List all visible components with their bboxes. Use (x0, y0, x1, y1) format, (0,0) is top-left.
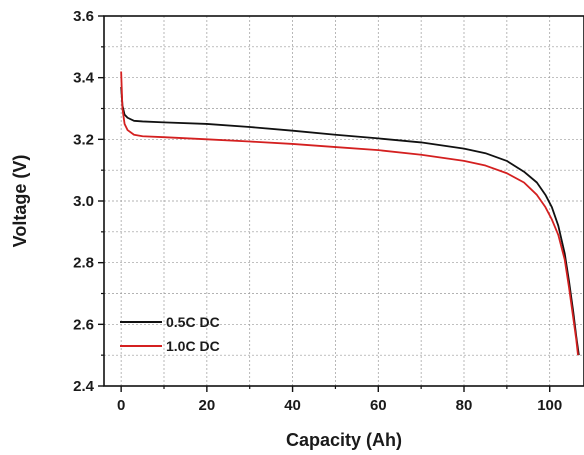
legend-label: 1.0C DC (166, 338, 220, 354)
legend: 0.5C DC 1.0C DC (120, 314, 220, 354)
y-axis-title: Voltage (V) (10, 155, 30, 248)
series-line-one-c (120, 71, 579, 356)
x-tick-label: 100 (537, 397, 562, 414)
x-tick-label: 20 (199, 397, 216, 414)
axis-ticks (98, 15, 551, 392)
x-tick-label: 40 (284, 397, 301, 414)
legend-label: 0.5C DC (166, 314, 220, 330)
x-tick-label: 80 (456, 397, 473, 414)
y-tick-label: 3.6 (73, 8, 94, 25)
y-tick-label: 3.4 (73, 70, 95, 87)
y-tick-label: 3.0 (73, 193, 94, 210)
x-tick-label: 60 (370, 397, 387, 414)
y-tick-label: 2.4 (73, 378, 95, 395)
series-lines (120, 71, 580, 356)
x-axis-title: Capacity (Ah) (286, 430, 402, 450)
y-tick-label: 3.2 (73, 131, 94, 148)
series-line-half-c (120, 86, 580, 356)
y-tick-label: 2.8 (73, 255, 94, 272)
y-tick-label: 2.6 (73, 316, 94, 333)
grid (104, 16, 584, 386)
tick-labels: 0 20 40 60 80 100 2.4 2.6 2.8 3.0 3.2 3.4 3.6 (73, 8, 562, 414)
x-tick-label: 0 (117, 397, 125, 414)
